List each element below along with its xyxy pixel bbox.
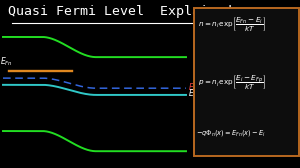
Text: $E_{Fi}$: $E_{Fi}$ <box>188 82 199 94</box>
FancyBboxPatch shape <box>194 8 298 156</box>
Text: $E_{Fp}$: $E_{Fp}$ <box>188 88 201 101</box>
Text: Quasi Fermi Level  Explained: Quasi Fermi Level Explained <box>8 5 232 18</box>
Text: $-q\Phi_n(x) = E_{Fn}(x)-E_i$: $-q\Phi_n(x) = E_{Fn}(x)-E_i$ <box>196 128 267 138</box>
Text: $E_{Fn}$: $E_{Fn}$ <box>0 56 13 68</box>
Text: $n = n_i\,\exp\!\left[\dfrac{E_{Fn}-E_i}{kT}\right]$: $n = n_i\,\exp\!\left[\dfrac{E_{Fn}-E_i}… <box>198 15 266 33</box>
Text: $p = n_i\,\exp\!\left[\dfrac{E_i-E_{Fp}}{kT}\right]$: $p = n_i\,\exp\!\left[\dfrac{E_i-E_{Fp}}… <box>198 74 266 92</box>
